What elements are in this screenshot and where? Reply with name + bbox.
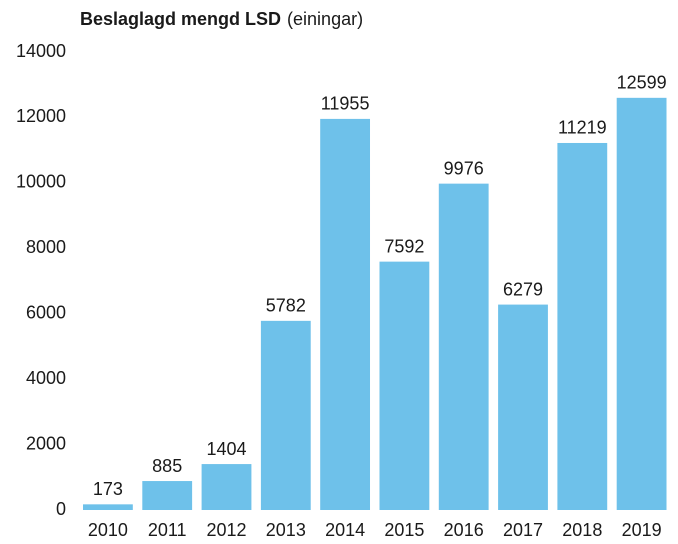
y-tick-label: 12000 xyxy=(16,106,66,126)
value-label: 12599 xyxy=(617,73,667,93)
x-tick-label: 2010 xyxy=(88,520,128,540)
chart-subtitle: (einingar) xyxy=(287,9,363,29)
value-label: 11955 xyxy=(321,94,370,114)
x-tick-label: 2016 xyxy=(444,520,484,540)
bar xyxy=(379,261,430,510)
value-label: 1404 xyxy=(206,439,246,459)
value-label: 6279 xyxy=(503,279,543,299)
y-tick-label: 10000 xyxy=(16,172,66,192)
value-label: 11219 xyxy=(558,118,607,138)
chart-title-main: Beslaglagd mengd LSD xyxy=(80,9,281,29)
x-tick-label: 2013 xyxy=(266,520,306,540)
x-tick-label: 2011 xyxy=(148,520,187,540)
value-label: 5782 xyxy=(266,296,306,316)
bar xyxy=(260,320,311,510)
x-tick-label: 2014 xyxy=(325,520,365,540)
bar xyxy=(498,304,548,510)
value-label: 885 xyxy=(152,456,182,476)
y-tick-label: 6000 xyxy=(26,302,66,322)
y-tick-label: 8000 xyxy=(26,237,66,257)
bar xyxy=(557,142,608,510)
value-label: 173 xyxy=(93,479,123,499)
chart-title: Beslaglagd mengd LSD (einingar) xyxy=(80,9,363,29)
x-tick-label: 2019 xyxy=(622,520,662,540)
value-label: 9976 xyxy=(444,158,484,178)
x-tick-label: 2017 xyxy=(503,520,543,540)
y-tick-label: 4000 xyxy=(26,368,66,388)
bar xyxy=(83,504,133,510)
y-tick-label: 2000 xyxy=(26,433,66,453)
x-tick-label: 2012 xyxy=(206,520,246,540)
x-tick-label: 2018 xyxy=(562,520,602,540)
value-label: 7592 xyxy=(384,236,424,256)
bar xyxy=(438,183,489,511)
y-tick-label: 14000 xyxy=(16,41,66,61)
bar xyxy=(142,481,193,510)
bar xyxy=(320,118,371,511)
y-tick-label: 0 xyxy=(56,499,66,519)
bar xyxy=(201,464,252,510)
x-tick-label: 2015 xyxy=(384,520,424,540)
bar xyxy=(616,97,667,511)
